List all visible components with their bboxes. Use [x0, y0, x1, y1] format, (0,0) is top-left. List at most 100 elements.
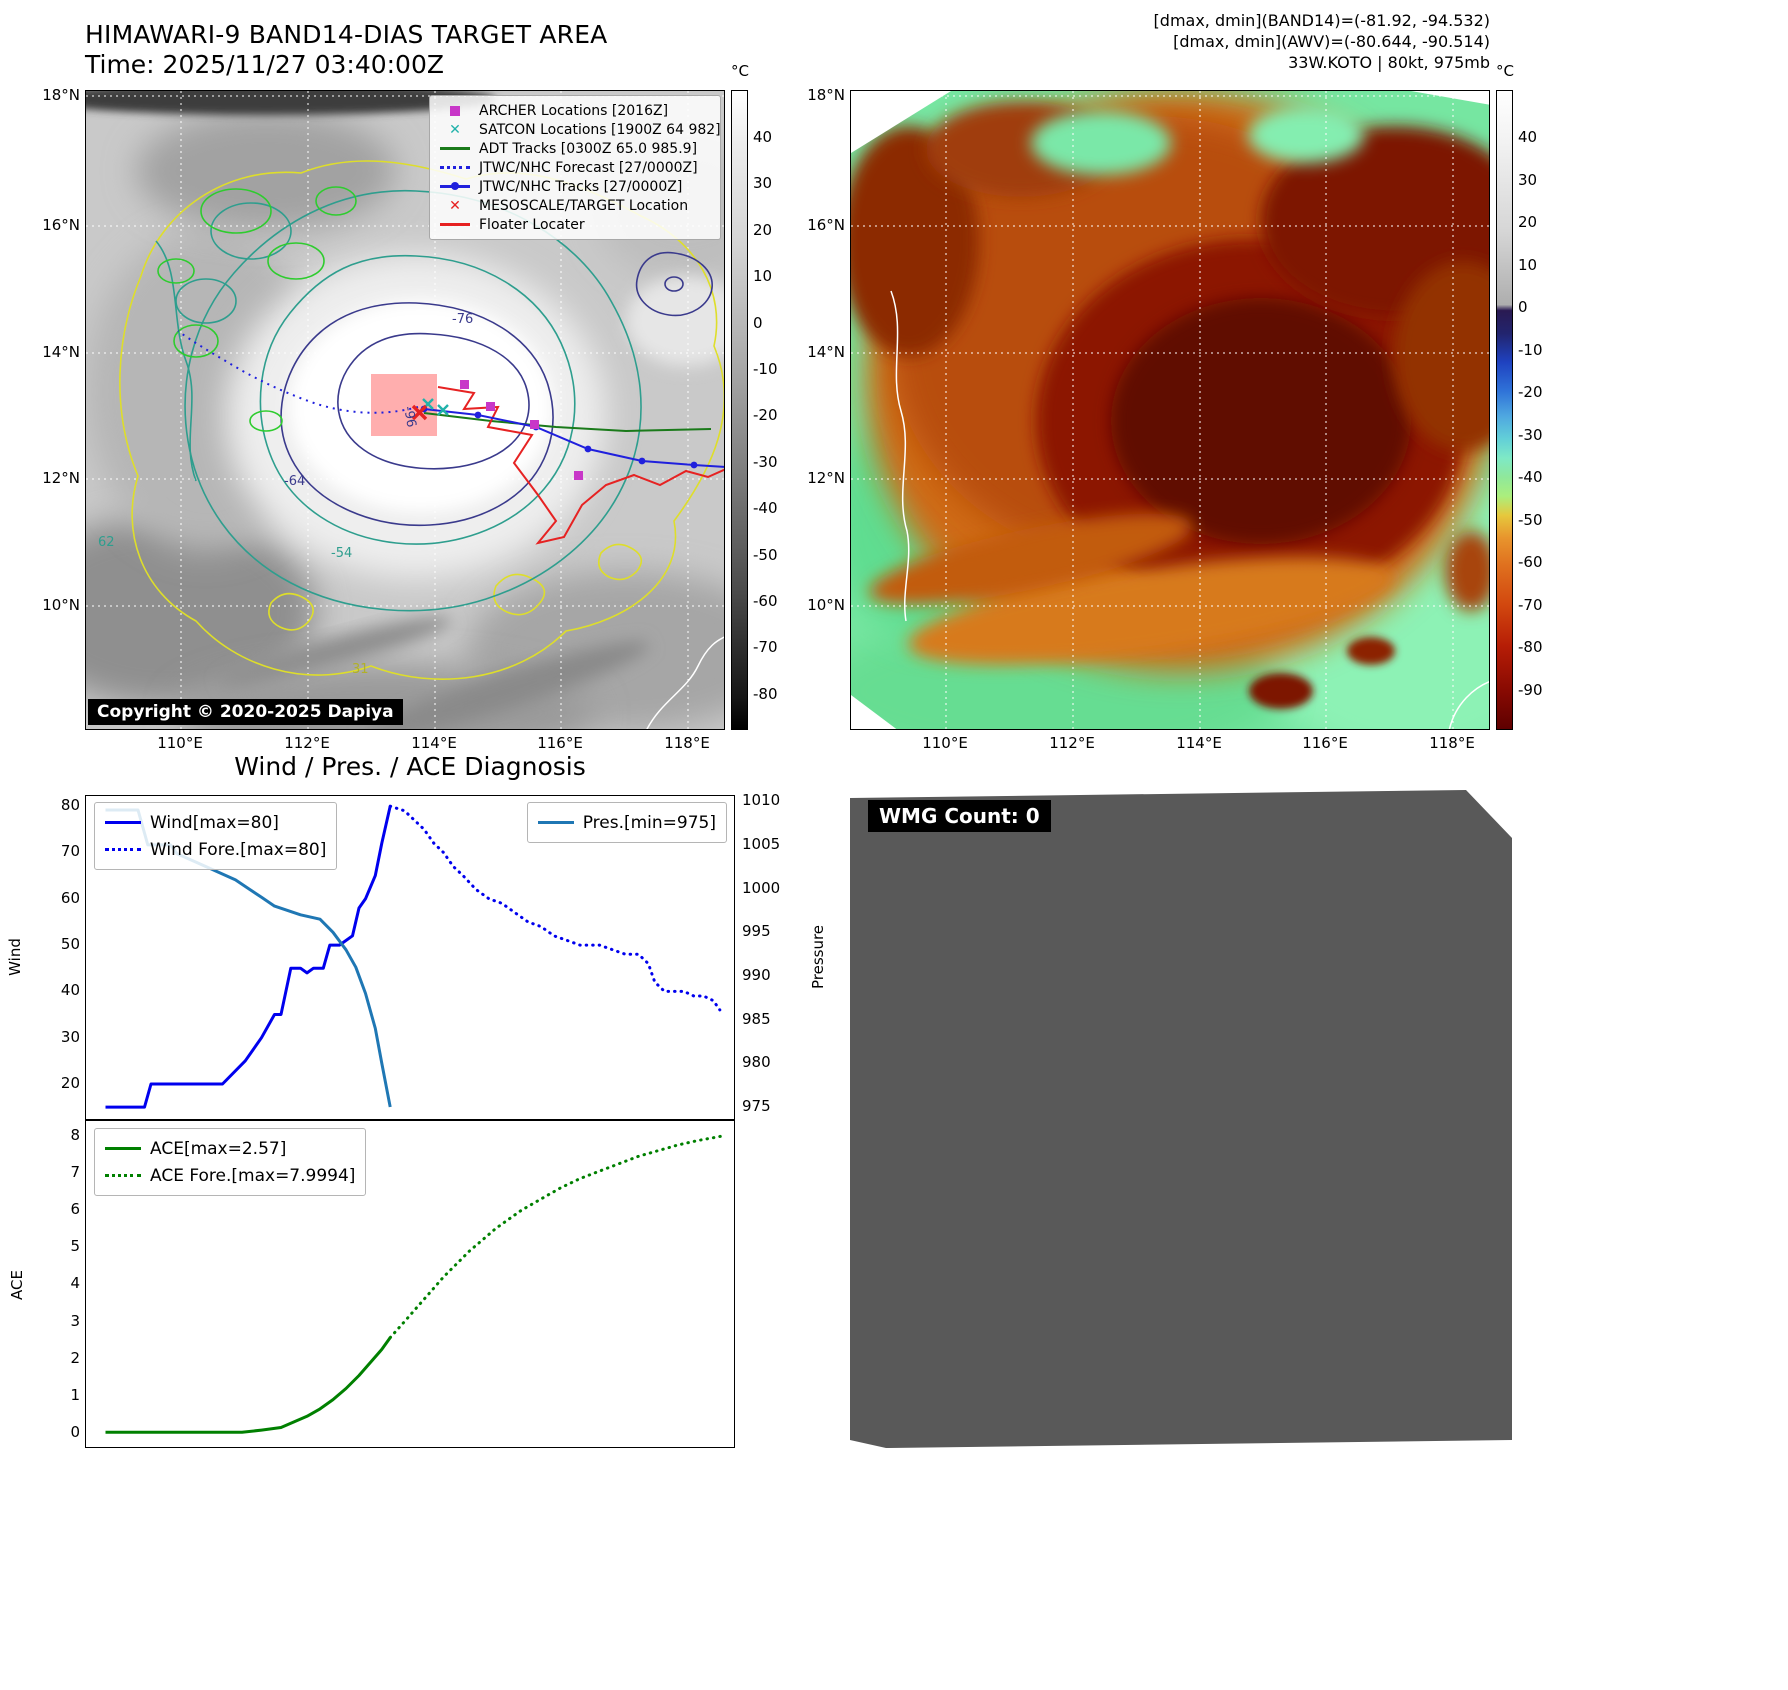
- swath-edge: [851, 91, 951, 153]
- y-tick-label: 8: [70, 1125, 80, 1144]
- series-line: [388, 804, 722, 1012]
- coastline: [890, 290, 1489, 729]
- contour-label: 31: [352, 662, 369, 677]
- band14-title: HIMAWARI-9 BAND14-DIAS TARGET AREA: [85, 20, 608, 49]
- line-dot-marker-icon: [438, 182, 472, 190]
- y-tick-label: 2: [70, 1348, 80, 1367]
- awv-colorbar-unit: °C: [1496, 62, 1514, 80]
- y-tick-label: 1010: [742, 791, 781, 810]
- ace-plot: [105, 1134, 725, 1434]
- pressure-axis-label: Pressure: [809, 924, 828, 990]
- band14-lon-axis: 110°E 112°E 114°E 116°E 118°E: [85, 734, 725, 754]
- lat-tick-label: 18°N: [807, 86, 845, 104]
- lat-tick-label: 14°N: [42, 343, 80, 361]
- band14-map-legend: ARCHER Locations [2016Z] ✕ SATCON Location…: [429, 95, 721, 240]
- colorbar-tick-label: -80: [1518, 638, 1543, 657]
- map-legend-label: MESOSCALE/TARGET Location: [479, 197, 689, 214]
- lon-tick-label: 110°E: [922, 734, 968, 752]
- x-marker-icon: ✕: [449, 197, 461, 214]
- band14-colorbar-ticks: 40 30 20 10 0 -10 -20 -30 -40 -50 -60 -70 -80: [753, 90, 793, 730]
- colorbar-tick-label: -50: [1518, 510, 1543, 529]
- colorbar-tick-label: 30: [1518, 170, 1538, 189]
- colorbar-tick-label: -70: [1518, 595, 1543, 614]
- jtwc-track-line: [420, 405, 724, 469]
- y-tick-label: 7: [70, 1163, 80, 1181]
- y-tick-label: 3: [70, 1311, 80, 1330]
- x-marker-icon: ✕: [449, 121, 461, 138]
- y-tick-label: 6: [70, 1200, 80, 1219]
- colorbar-tick-label: 10: [1518, 255, 1538, 274]
- pressure-axis-ticks: 975 980 985 990 995 1000 1005 1010: [742, 791, 794, 1120]
- colorbar-tick-label: 30: [753, 174, 773, 193]
- colorbar-tick-label: -80: [753, 684, 778, 703]
- y-tick-label: 980: [742, 1053, 771, 1072]
- colorbar-tick-label: 20: [1518, 213, 1538, 232]
- awv-colorbar-ticks: 40 30 20 10 0 -10 -20 -30 -40 -50 -60 -70 -80 -90: [1518, 90, 1558, 730]
- map-legend-item: JTWC/NHC Tracks [27/0000Z]: [438, 177, 712, 196]
- wind-axis-label: Wind: [5, 938, 24, 976]
- map-legend-item: ✕ MESOSCALE/TARGET Location: [438, 196, 712, 215]
- copyright-watermark: Copyright © 2020-2025 Dapiya: [88, 699, 403, 725]
- wind-legend: Wind[max=80] Wind Fore.[max=80]: [94, 802, 338, 870]
- dmax-dmin-band14: [dmax, dmin](BAND14)=(-81.92, -94.532): [1153, 11, 1490, 30]
- awv-lon-axis: 110°E 112°E 114°E 116°E 118°E: [850, 734, 1490, 754]
- map-legend-label: JTWC/NHC Tracks [27/0000Z]: [479, 178, 683, 195]
- storm-id-intensity: 33W.KOTO | 80kt, 975mb: [1288, 53, 1490, 72]
- square-marker-icon: [438, 105, 472, 116]
- map-legend-label: SATCON Locations [1900Z 64 982]: [479, 121, 721, 138]
- y-tick-label: 20: [60, 1073, 80, 1092]
- awv-lat-axis: 18°N 16°N 14°N 12°N 10°N: [793, 86, 845, 730]
- map-legend-item: JTWC/NHC Forecast [27/0000Z]: [438, 158, 712, 177]
- contour-label: 62: [98, 535, 115, 550]
- colorbar-tick-label: 40: [753, 128, 773, 146]
- y-tick-label: 5: [70, 1237, 80, 1256]
- y-tick-label: 80: [60, 796, 80, 815]
- pressure-legend: Pres.[min=975]: [526, 802, 727, 843]
- series-line: [105, 1336, 392, 1434]
- colorbar-tick-label: -90: [1518, 681, 1543, 700]
- wind-forecast-legend-label: Wind Fore.[max=80]: [150, 839, 327, 860]
- line-marker-icon: [438, 223, 472, 226]
- colorbar-tick-label: -30: [753, 452, 778, 471]
- line-marker-icon: [438, 147, 472, 150]
- coastline: [646, 636, 724, 729]
- lat-tick-label: 10°N: [42, 596, 80, 614]
- lon-tick-label: 116°E: [1302, 734, 1348, 752]
- colorbar-tick-label: -70: [753, 638, 778, 657]
- y-tick-label: 975: [742, 1097, 771, 1116]
- lat-tick-label: 12°N: [807, 469, 845, 487]
- lat-tick-label: 18°N: [42, 86, 80, 104]
- ir-contours: [119, 160, 724, 680]
- contour-label: -96: [400, 405, 418, 429]
- map-legend-label: JTWC/NHC Forecast [27/0000Z]: [479, 159, 698, 176]
- colorbar-tick-label: 10: [753, 267, 773, 286]
- lon-tick-label: 112°E: [284, 734, 330, 752]
- lat-tick-label: 16°N: [807, 216, 845, 234]
- colorbar-tick-label: -60: [1518, 553, 1543, 572]
- lon-tick-label: 114°E: [1176, 734, 1222, 752]
- colorbar-tick-label: -40: [753, 499, 778, 518]
- ace-legend-label: ACE[max=2.57]: [150, 1138, 287, 1159]
- colorbar-tick-label: -10: [1518, 340, 1543, 359]
- y-tick-label: 50: [60, 935, 80, 954]
- pressure-line-sample: [537, 821, 574, 824]
- ace-chart: ACE[max=2.57] ACE Fore.[max=7.9994]: [85, 1120, 735, 1448]
- colorbar-tick-label: -10: [753, 360, 778, 378]
- y-tick-label: 1005: [742, 834, 781, 853]
- wind-pressure-chart: Wind[max=80] Wind Fore.[max=80] Pres.[mi…: [85, 795, 735, 1120]
- lon-tick-label: 114°E: [411, 734, 457, 752]
- awv-header: [dmax, dmin](BAND14)=(-81.92, -94.532) […: [1000, 10, 1490, 73]
- band14-time: Time: 2025/11/27 03:40:00Z: [85, 50, 444, 79]
- wind-axis-ticks: 20 30 40 50 60 70 80: [36, 795, 80, 1120]
- series-line: [388, 1134, 725, 1340]
- y-tick-label: 990: [742, 965, 771, 984]
- lon-tick-label: 112°E: [1049, 734, 1095, 752]
- lat-tick-label: 16°N: [42, 216, 80, 234]
- wmg-count-label: WMG Count: 0: [868, 800, 1051, 832]
- band14-satellite-map: -76 -64 -54 62 31 -96 ARCHER Locations […: [85, 90, 725, 730]
- y-tick-label: 30: [60, 1027, 80, 1046]
- y-tick-label: 60: [60, 888, 80, 907]
- colorbar-tick-label: -60: [753, 592, 778, 610]
- map-legend-item: ✕ SATCON Locations [1900Z 64 982]: [438, 120, 721, 139]
- map-legend-item: ADT Tracks [0300Z 65.0 985.9]: [438, 139, 712, 158]
